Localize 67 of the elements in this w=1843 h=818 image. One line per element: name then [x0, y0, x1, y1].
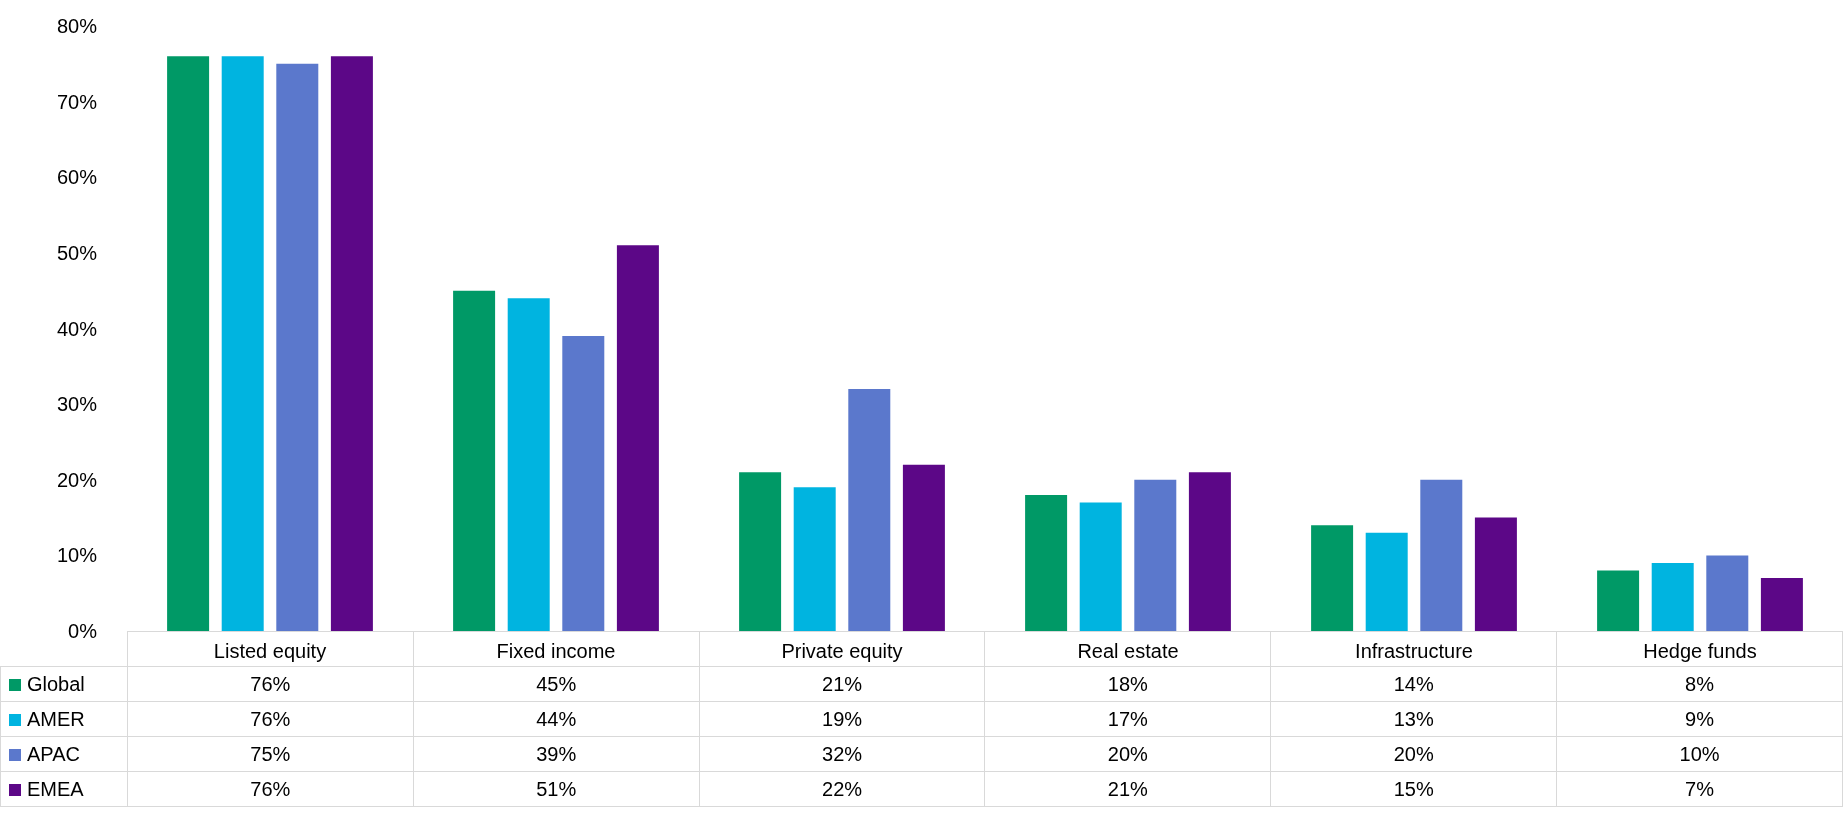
- bar: [616, 245, 659, 631]
- bar: [1311, 525, 1354, 631]
- x-tick-label: Listed equity: [213, 640, 327, 662]
- bar: [1025, 494, 1068, 631]
- data-label: 76%: [127, 666, 414, 702]
- data-label: 21%: [699, 666, 985, 702]
- data-label: 39%: [413, 736, 700, 772]
- data-label: 17%: [984, 701, 1271, 737]
- y-tick-label: 70%: [56, 90, 98, 113]
- data-label: 9%: [1556, 701, 1843, 737]
- bar: [739, 472, 782, 631]
- x-tick-label: Infrastructure: [1355, 640, 1473, 662]
- data-label: 22%: [699, 771, 985, 807]
- bar: [1365, 532, 1408, 631]
- data-label: 20%: [1270, 736, 1557, 772]
- data-label: 10%: [1556, 736, 1843, 772]
- y-tick-label: 40%: [56, 317, 98, 340]
- bar: [1134, 479, 1177, 631]
- bar: [1760, 578, 1803, 631]
- data-label: 76%: [127, 701, 414, 737]
- x-tick-label: Private equity: [781, 640, 903, 662]
- x-tick-label: Fixed income: [496, 640, 616, 662]
- bar: [562, 336, 605, 631]
- data-label: 13%: [1270, 701, 1557, 737]
- data-label: 32%: [699, 736, 985, 772]
- y-tick-label: 20%: [56, 468, 98, 491]
- y-tick-label: 60%: [56, 166, 98, 189]
- data-label: 51%: [413, 771, 700, 807]
- bar: [1651, 562, 1694, 631]
- bar: [848, 389, 891, 631]
- bar: [167, 56, 210, 631]
- x-tick-label: Hedge funds: [1643, 640, 1757, 662]
- data-label: 21%: [984, 771, 1271, 807]
- bar: [1420, 479, 1463, 631]
- data-label: 8%: [1556, 666, 1843, 702]
- y-tick-label: 80%: [56, 15, 98, 37]
- bar: [1474, 517, 1517, 631]
- bar: [1597, 570, 1640, 631]
- data-label: 7%: [1556, 771, 1843, 807]
- bar: [453, 290, 496, 631]
- y-tick-label: 30%: [56, 393, 98, 416]
- bar: [221, 56, 264, 631]
- data-label: 45%: [413, 666, 700, 702]
- bar: [1188, 472, 1231, 631]
- legend-label: EMEA: [0, 771, 128, 807]
- data-label: 44%: [413, 701, 700, 737]
- y-tick-label: 50%: [56, 241, 98, 264]
- data-label: 76%: [127, 771, 414, 807]
- bar: [276, 63, 319, 631]
- y-tick-label: 10%: [56, 544, 98, 567]
- bar: [1079, 502, 1122, 631]
- data-label: 18%: [984, 666, 1271, 702]
- data-label: 14%: [1270, 666, 1557, 702]
- bar: [507, 298, 550, 631]
- bar: [1706, 555, 1749, 631]
- legend-label: APAC: [0, 736, 128, 772]
- bar: [793, 487, 836, 631]
- data-label: 20%: [984, 736, 1271, 772]
- data-label: 15%: [1270, 771, 1557, 807]
- data-label: 75%: [127, 736, 414, 772]
- x-tick-label: Real estate: [1077, 640, 1179, 662]
- legend-label: Global: [0, 666, 128, 702]
- data-label: 19%: [699, 701, 985, 737]
- bar: [902, 464, 945, 631]
- bar: [330, 56, 373, 631]
- y-tick-label: 0%: [68, 620, 98, 642]
- legend-label: AMER: [0, 701, 128, 737]
